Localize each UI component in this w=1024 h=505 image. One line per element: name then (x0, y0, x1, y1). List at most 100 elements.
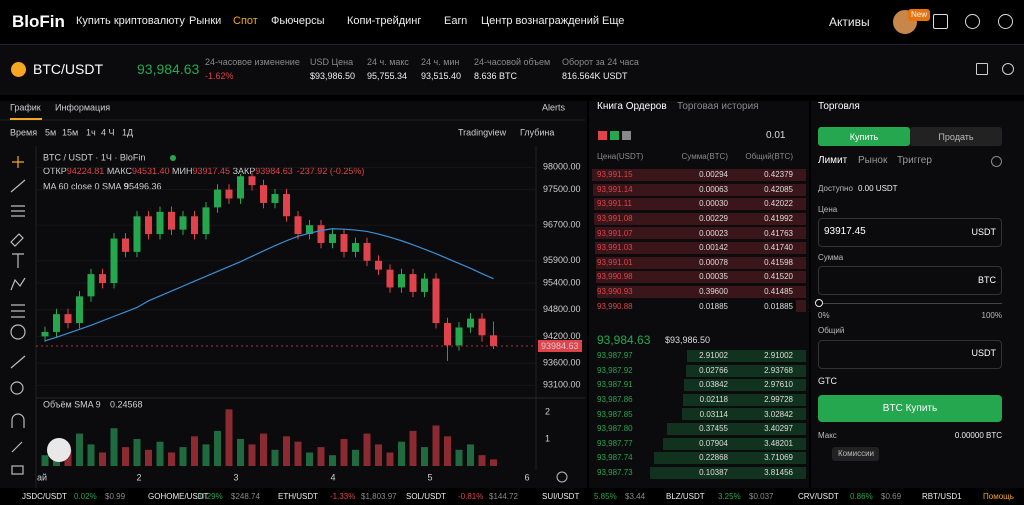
order-type[interactable]: Лимит (818, 155, 848, 166)
footer-bar (0, 488, 1024, 505)
book-total: 3.48201 (764, 438, 793, 448)
market-name[interactable]: ETH/USDT (278, 492, 318, 502)
volume-bar (444, 436, 451, 466)
input-box[interactable] (818, 218, 1002, 247)
candle-body (352, 242, 359, 252)
chart: График Информация Alerts Время 5м 15м 1ч 4 Ч 1Д T… (0, 102, 585, 488)
market-name[interactable]: BLZ/USDT (666, 492, 705, 502)
stat-value: -1.62% (205, 70, 234, 81)
drawing-toolbar (10, 156, 26, 475)
volume-bar (248, 444, 256, 466)
buy-tab-label: Купить (849, 131, 879, 142)
time-in-force[interactable]: GTC (818, 375, 837, 386)
candle-body (375, 260, 382, 270)
orderbook-tab[interactable]: Торговая история (677, 101, 759, 112)
nav-icon[interactable] (998, 14, 1013, 29)
pair-name[interactable]: BTC/USDT (33, 60, 103, 77)
assets-menu[interactable]: Активы (829, 14, 870, 29)
ticker-icon[interactable] (1002, 63, 1014, 75)
volume-bar (156, 441, 164, 466)
depth-bar (666, 423, 806, 435)
x-tick-label: 4 (330, 472, 335, 482)
volume-bar (168, 452, 175, 466)
submit-button[interactable] (818, 395, 1002, 422)
nav-item[interactable]: Фьючерсы (271, 15, 325, 28)
market-change: 5.85% (594, 492, 617, 502)
candle-body (455, 327, 463, 346)
book-total: 0.41763 (764, 228, 793, 238)
market-price: $3.44 (625, 492, 646, 502)
book-view-icon[interactable] (610, 131, 619, 140)
book-view-icon[interactable] (598, 131, 607, 140)
stat-label: Оборот за 24 часа (562, 56, 639, 67)
nav-item[interactable]: Еще (602, 15, 625, 28)
ma-value: 95496.36 (124, 181, 162, 191)
market-price: $1,803.97 (361, 492, 397, 502)
ticker-icon[interactable] (976, 63, 988, 75)
volume-bar (421, 447, 428, 466)
order-type[interactable]: Триггер (897, 155, 932, 166)
nav-icon[interactable] (933, 14, 948, 29)
book-amount: 2.91002 (699, 351, 728, 361)
book-total: 0.01885 (764, 301, 793, 311)
interval: 1Д (122, 127, 133, 137)
input-box[interactable] (818, 266, 1002, 295)
slider-handle[interactable] (815, 299, 823, 307)
ohlc-change: -237.92 (-0.25%) (297, 166, 365, 176)
depth-bar (593, 212, 806, 225)
market-name[interactable]: CRV/USDT (798, 492, 839, 502)
volume-bar (340, 439, 348, 466)
stat-label: 24 ч. макс (367, 56, 409, 67)
stat-label: 24 ч. мин (421, 56, 460, 67)
last-price-label: 93984.63 (541, 341, 579, 351)
candle-body (248, 176, 256, 186)
nav-item[interactable]: Спот (233, 15, 258, 28)
y-tick-label: 93600.00 (543, 357, 581, 367)
legend-title: BTC / USDT · 1Ч · BloFin (43, 152, 145, 162)
book-price: 93,987.80 (597, 424, 633, 434)
market-name[interactable]: SOL/USDT (406, 492, 447, 502)
ohlc-label: МИН (172, 166, 192, 176)
book-total: 0.41992 (764, 214, 793, 223)
book-view-icon[interactable] (622, 131, 631, 140)
sell-tab[interactable] (910, 127, 1002, 146)
nav-item[interactable]: Рынки (189, 15, 222, 28)
market-name[interactable]: RBT/USD1 (922, 492, 962, 502)
volume-bar (191, 436, 198, 466)
price-step[interactable]: 0.01 (766, 130, 786, 141)
order-type[interactable]: Рынок (858, 155, 888, 166)
market-change: -1.33% (330, 492, 356, 502)
book-total: 0.42379 (764, 170, 793, 180)
depth-bar (686, 350, 806, 362)
info-icon (991, 156, 1002, 167)
book-amount: 0.39600 (699, 287, 728, 296)
candle-body (444, 323, 451, 346)
volume-bar (260, 433, 267, 466)
book-total: 0.41740 (764, 243, 793, 253)
fees-chip[interactable]: Комиссии (832, 447, 880, 461)
volume-bar (76, 433, 83, 466)
market-change: 0.86% (850, 492, 873, 502)
book-amount: 0.00229 (699, 214, 728, 223)
nav-icon[interactable] (965, 14, 980, 29)
candle-body (156, 211, 164, 235)
buy-tab[interactable] (818, 127, 910, 146)
market-name[interactable]: GOHOME/USDT (148, 492, 209, 502)
depth-bar (592, 169, 806, 181)
market-name[interactable]: JSDC/USDT (22, 492, 67, 502)
input-box[interactable] (818, 340, 1002, 369)
book-amount: 0.00294 (699, 170, 728, 180)
candle-body (214, 189, 221, 208)
candle-body (340, 234, 348, 252)
book-price: 93,990.93 (597, 287, 633, 296)
available-value: 0.00 USDT (858, 184, 898, 194)
nav-item[interactable]: Центр вознаграждений (481, 15, 599, 28)
nav-item[interactable]: Купить криптовалюту (76, 15, 185, 28)
input-unit: USDT (971, 226, 997, 237)
nav-item[interactable]: Копи-трейдинг (347, 15, 422, 28)
help-link[interactable]: Помощь (983, 492, 1014, 502)
nav-item[interactable]: Earn (444, 15, 468, 28)
candle-body (110, 238, 118, 284)
orderbook-tab[interactable]: Книга Ордеров (597, 101, 667, 112)
market-name[interactable]: SUI/USDT (542, 492, 580, 502)
